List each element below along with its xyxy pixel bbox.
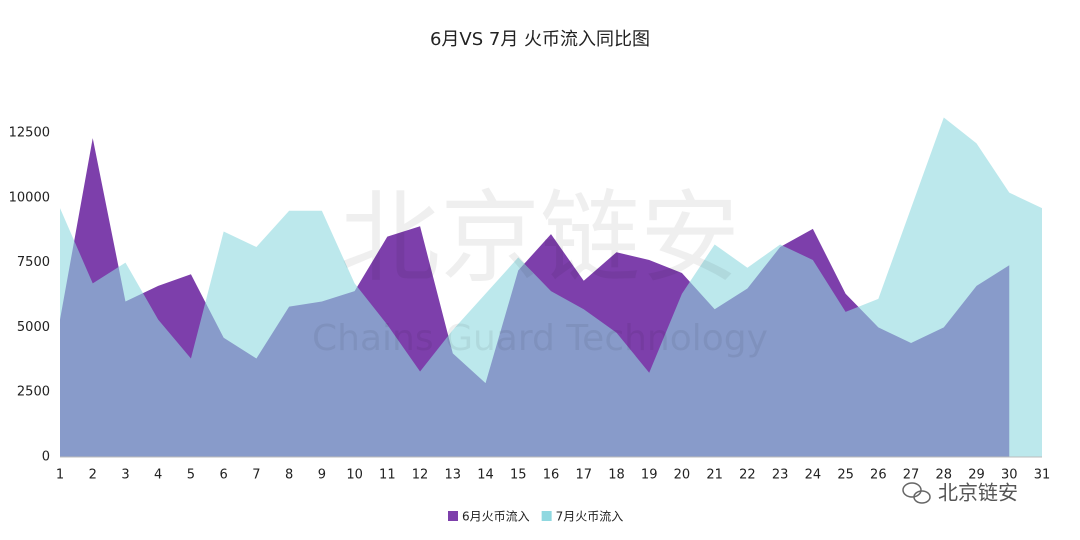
x-tick-label: 22 — [739, 468, 756, 483]
x-tick-label: 12 — [412, 468, 429, 483]
watermark: 北京链安 — [340, 179, 740, 296]
y-tick-label: 0 — [42, 450, 50, 465]
x-tick-label: 29 — [968, 468, 985, 483]
x-tick-label: 3 — [121, 468, 129, 483]
x-tick-label: 13 — [445, 468, 462, 483]
x-tick-label: 2 — [89, 468, 97, 483]
x-tick-label: 26 — [870, 468, 887, 483]
x-tick-label: 5 — [187, 468, 195, 483]
x-tick-label: 10 — [346, 468, 363, 483]
area — [60, 117, 1042, 457]
x-tick-label: 7 — [252, 468, 260, 483]
x-tick-label: 30 — [1001, 468, 1018, 483]
x-tick-label: 1 — [56, 468, 64, 483]
wechat-icon — [902, 482, 931, 504]
x-tick-label: 19 — [641, 468, 658, 483]
watermark: Chains Guard Technology — [312, 318, 768, 359]
x-tick-label: 14 — [477, 468, 494, 483]
x-tick-label: 23 — [772, 468, 789, 483]
x-tick-label: 6 — [220, 468, 228, 483]
y-tick-label: 2500 — [17, 385, 50, 400]
x-tick-label: 9 — [318, 468, 326, 483]
legend-label: 6月火币流入 — [462, 510, 530, 524]
chart-title: 6月VS 7月 火币流入同比图 — [430, 29, 650, 50]
legend-swatch — [541, 511, 552, 521]
x-tick-label: 4 — [154, 468, 162, 483]
y-tick-label: 10000 — [9, 190, 50, 205]
brand: 北京链安 — [938, 481, 1018, 505]
x-tick-label: 18 — [608, 468, 625, 483]
x-tick-label: 28 — [936, 468, 953, 483]
legend-label: 7月火币流入 — [556, 510, 624, 524]
x-tick-label: 17 — [575, 468, 592, 483]
y-tick-label: 12500 — [9, 126, 50, 141]
x-tick-label: 16 — [543, 468, 560, 483]
x-tick-label: 11 — [379, 468, 396, 483]
y-tick-label: 5000 — [17, 320, 50, 335]
x-tick-label: 31 — [1034, 468, 1051, 483]
x-tick-label: 20 — [674, 468, 691, 483]
x-tick-label: 8 — [285, 468, 293, 483]
x-tick-label: 25 — [837, 468, 854, 483]
y-tick-label: 7500 — [17, 255, 50, 270]
x-tick-label: 24 — [805, 468, 822, 483]
x-tick-label: 15 — [510, 468, 527, 483]
x-tick-label: 27 — [903, 468, 920, 483]
x-tick-label: 21 — [706, 468, 723, 483]
legend-swatch — [448, 511, 458, 521]
